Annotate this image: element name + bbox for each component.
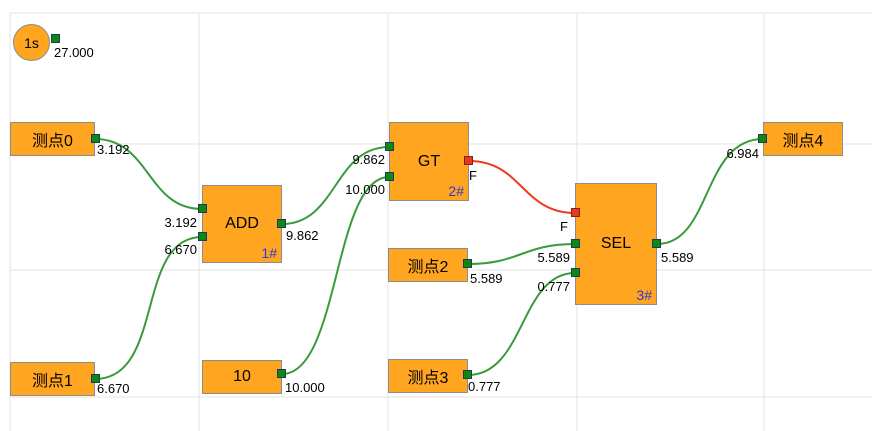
wire-gt-to-sel-in1[interactable] bbox=[468, 160, 576, 214]
timer-output-port[interactable] bbox=[51, 34, 60, 43]
sel-input3-port[interactable] bbox=[571, 268, 580, 277]
timer-block[interactable]: 1s bbox=[13, 24, 50, 61]
wire-sel-to-mp4[interactable] bbox=[656, 138, 764, 245]
block-add-label: ADD bbox=[225, 215, 259, 232]
sel-input2-value: 5.589 bbox=[537, 250, 570, 265]
wire-mp3-to-sel-in3[interactable] bbox=[467, 272, 576, 376]
block-mp2[interactable]: 测点2 bbox=[388, 248, 468, 282]
block-add-badge: 1# bbox=[261, 245, 277, 261]
mp3-output-port[interactable] bbox=[463, 370, 472, 379]
gt-output-value: F bbox=[469, 168, 477, 183]
sel-input3-value: 0.777 bbox=[537, 279, 570, 294]
block-mp4-label: 测点4 bbox=[782, 133, 824, 150]
block-const10-label: 10 bbox=[233, 368, 251, 385]
block-mp0[interactable]: 测点0 bbox=[10, 122, 95, 156]
wire-const10-to-gt-in2[interactable] bbox=[281, 176, 390, 375]
const10-output-value: 10.000 bbox=[285, 380, 325, 395]
sel-input2-port[interactable] bbox=[571, 239, 580, 248]
block-const10[interactable]: 10 bbox=[202, 360, 282, 394]
mp2-output-port[interactable] bbox=[463, 259, 472, 268]
sel-output-port[interactable] bbox=[652, 239, 661, 248]
add-input2-port[interactable] bbox=[198, 232, 207, 241]
gt-output-port[interactable] bbox=[464, 156, 473, 165]
block-mp0-label: 测点0 bbox=[32, 133, 73, 150]
block-sel-badge: 3# bbox=[636, 287, 652, 303]
timer-value: 27.000 bbox=[54, 45, 94, 60]
block-gt[interactable]: GT 2# bbox=[389, 122, 469, 201]
mp0-output-port[interactable] bbox=[91, 134, 100, 143]
gt-input2-port[interactable] bbox=[385, 172, 394, 181]
wire-mp1-to-add-in2[interactable] bbox=[94, 236, 203, 380]
block-gt-badge: 2# bbox=[448, 183, 464, 199]
block-mp3-label: 测点3 bbox=[407, 370, 449, 387]
block-mp1-label: 测点1 bbox=[32, 373, 73, 390]
gt-input1-value: 9.862 bbox=[352, 152, 385, 167]
timer-label: 1s bbox=[24, 34, 39, 51]
block-sel-label: SEL bbox=[600, 235, 632, 252]
wire-mp2-to-sel-in2[interactable] bbox=[467, 243, 576, 265]
const10-output-port[interactable] bbox=[277, 369, 286, 378]
wire-mp0-to-add-in1[interactable] bbox=[94, 138, 203, 210]
mp2-output-value: 5.589 bbox=[470, 271, 503, 286]
mp1-output-value: 6.670 bbox=[97, 381, 130, 396]
gt-input2-value: 10.000 bbox=[345, 182, 385, 197]
block-add[interactable]: ADD 1# bbox=[202, 185, 282, 263]
add-input1-value: 3.192 bbox=[164, 215, 197, 230]
mp1-output-port[interactable] bbox=[91, 374, 100, 383]
add-output-value: 9.862 bbox=[286, 228, 319, 243]
add-output-port[interactable] bbox=[277, 219, 286, 228]
block-mp2-label: 测点2 bbox=[407, 259, 449, 276]
block-mp1[interactable]: 测点1 bbox=[10, 362, 95, 396]
block-mp3[interactable]: 测点3 bbox=[388, 359, 468, 393]
sel-input1-port[interactable] bbox=[571, 208, 580, 217]
mp3-output-value: 0.777 bbox=[468, 379, 501, 394]
block-mp4[interactable]: 测点4 bbox=[763, 122, 843, 156]
gt-input1-port[interactable] bbox=[385, 142, 394, 151]
sel-output-value: 5.589 bbox=[661, 250, 694, 265]
mp4-input-value: 6.984 bbox=[726, 146, 759, 161]
block-sel[interactable]: SEL 3# bbox=[575, 183, 657, 305]
mp4-input-port[interactable] bbox=[758, 134, 767, 143]
add-input1-port[interactable] bbox=[198, 204, 207, 213]
sel-input1-value: F bbox=[560, 219, 568, 234]
add-input2-value: 6.670 bbox=[164, 242, 197, 257]
mp0-output-value: 3.192 bbox=[97, 142, 130, 157]
wire-add-to-gt-in1[interactable] bbox=[281, 146, 390, 225]
block-gt-label: GT bbox=[417, 152, 441, 170]
